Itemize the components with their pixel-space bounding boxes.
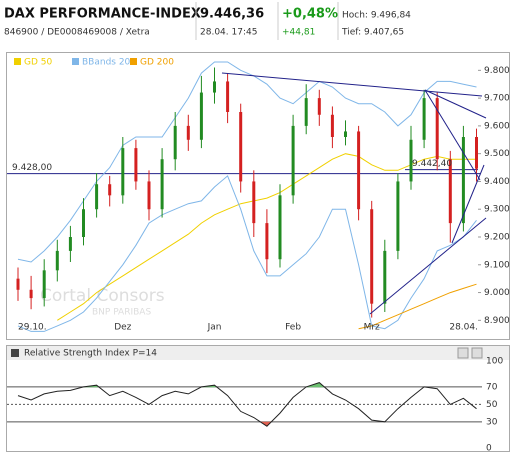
legend-label: BBands 20	[82, 58, 131, 68]
annotation-label: 9.442,40	[412, 159, 452, 169]
candle-body	[317, 98, 321, 115]
candle-body	[265, 223, 269, 260]
y-tick-label: 9.800	[484, 66, 510, 76]
candle-body	[160, 159, 164, 210]
candle-body	[68, 237, 72, 251]
candle-body	[291, 125, 295, 196]
title: DAX PERFORMANCE-INDEX	[4, 7, 201, 22]
candle-body	[357, 131, 361, 210]
change-abs: +44,81	[282, 28, 315, 38]
x-tick-label: Feb	[285, 323, 301, 333]
candle-body	[16, 278, 20, 290]
candle-body	[396, 181, 400, 251]
y-tick-label: 8.900	[484, 316, 510, 326]
y-tick-label: 30	[486, 417, 498, 427]
x-tick-label: Mrz	[364, 323, 380, 333]
change-pct: +0,48%	[282, 7, 338, 22]
watermark: BNP PARIBAS	[92, 308, 151, 318]
moving-average	[358, 283, 477, 330]
candle-body	[121, 148, 125, 196]
header-bg	[0, 0, 516, 42]
candle-body	[422, 98, 426, 140]
watermark: Cortal Consors	[40, 286, 165, 306]
candle-body	[461, 137, 465, 224]
trend-line	[424, 89, 487, 119]
y-tick-label: 100	[486, 356, 503, 366]
x-tick-label: 29.10.	[18, 323, 47, 333]
candle-body	[134, 148, 138, 182]
candle-body	[475, 137, 478, 169]
trend-line	[424, 89, 481, 181]
high: Hoch: 9.496,84	[342, 11, 411, 21]
candle-body	[108, 184, 112, 196]
y-tick-label: 9.400	[484, 177, 510, 187]
y-tick-label: 9.600	[484, 121, 510, 131]
y-tick-label: 9.100	[484, 260, 510, 270]
candle-body	[344, 131, 347, 137]
candle-body	[42, 270, 46, 299]
candle-body	[435, 98, 439, 160]
time: 28.04. 17:45	[200, 28, 257, 38]
legend-swatch	[14, 58, 21, 65]
band-lower	[17, 175, 477, 332]
candle-body	[55, 250, 59, 271]
rsi-title: Relative Strength Index P=14	[24, 349, 157, 359]
legend-swatch	[130, 58, 137, 65]
candle-body	[370, 209, 374, 304]
moving-average	[57, 153, 477, 321]
candle-body	[29, 289, 33, 299]
candle-body	[252, 181, 256, 224]
rsi-icon	[11, 349, 19, 357]
y-tick-label: 9.500	[484, 149, 510, 159]
x-tick-label: Dez	[114, 323, 131, 333]
y-tick-label: 9.000	[484, 288, 510, 298]
candle-body	[304, 98, 308, 126]
low: Tief: 9.407,65	[341, 28, 404, 38]
candle-body	[226, 81, 230, 112]
candle-body	[199, 92, 203, 140]
candle-body	[239, 112, 243, 182]
rsi-panel	[6, 345, 510, 452]
candle-body	[147, 181, 151, 210]
hline-label: 9.428,00	[12, 163, 52, 173]
y-tick-label: 9.700	[484, 94, 510, 104]
trend-lines	[221, 72, 487, 315]
y-tick-label: 0	[486, 444, 492, 454]
legend-swatch	[72, 58, 79, 65]
y-tick-label: 9.300	[484, 205, 510, 215]
candle-body	[278, 195, 282, 260]
trend-line	[221, 72, 483, 97]
price: 9.446,36	[200, 7, 264, 22]
candle-body	[409, 139, 413, 182]
y-tick-label: 70	[486, 382, 498, 392]
subtitle: 846900 / DE0008469008 / Xetra	[4, 28, 150, 38]
legend-label: GD 200	[140, 58, 174, 68]
button[interactable]	[471, 347, 483, 359]
rsi-header	[7, 346, 509, 360]
x-tick-label: Jan	[207, 323, 222, 333]
rsi-line	[17, 382, 477, 427]
y-tick-label: 50	[486, 400, 498, 410]
candle-body	[95, 184, 99, 210]
candle-body	[383, 250, 387, 304]
trend-line	[451, 164, 485, 244]
candle-body	[186, 125, 190, 140]
candle-body	[173, 125, 177, 160]
y-tick-label: 9.200	[484, 233, 510, 243]
band-upper	[17, 61, 477, 263]
x-tick-label: 28.04.	[449, 323, 478, 333]
candle-body	[213, 81, 216, 93]
main-panel	[6, 52, 510, 340]
button[interactable]	[457, 347, 469, 359]
trend-line	[369, 217, 487, 315]
legend-label: GD 50	[24, 58, 52, 68]
candle-body	[448, 159, 452, 224]
candle-body	[82, 209, 85, 237]
candle-body	[330, 114, 334, 137]
